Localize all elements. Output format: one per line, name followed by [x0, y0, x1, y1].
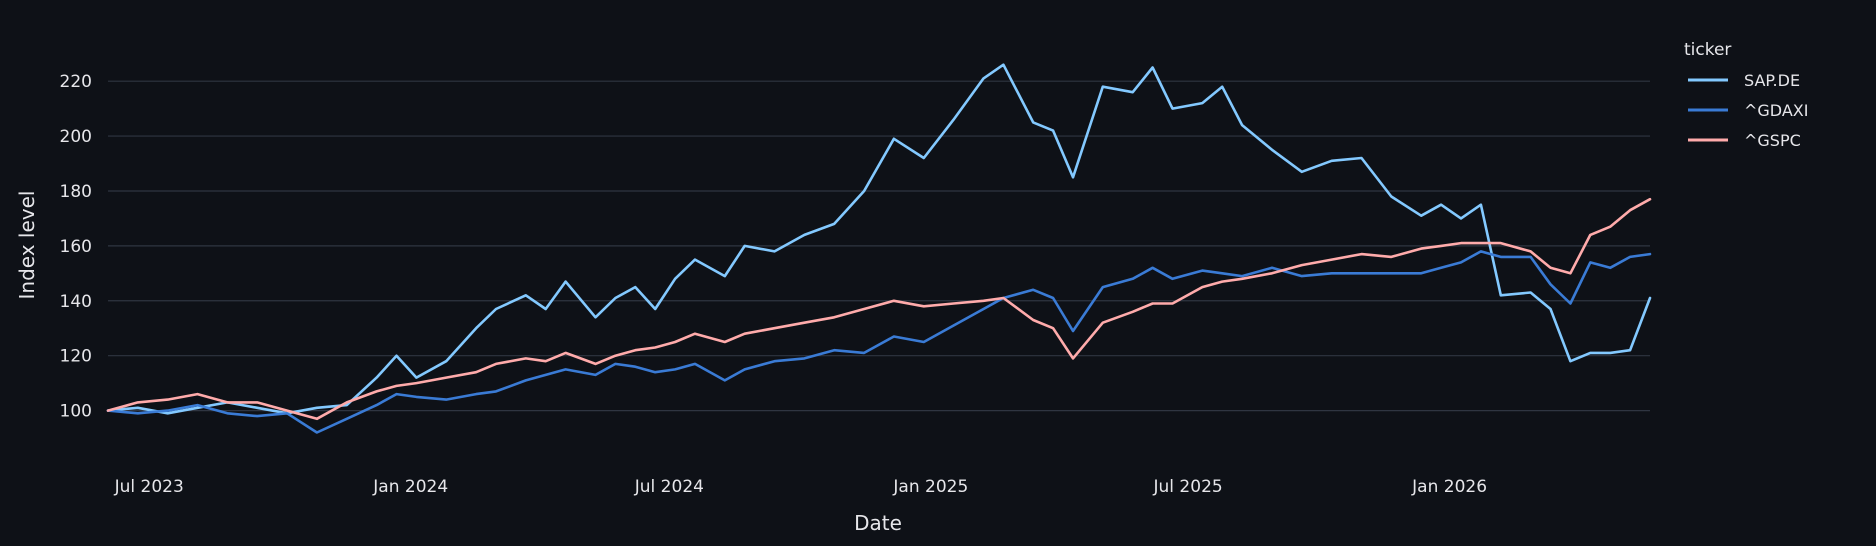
y-tick-label: 120: [60, 347, 92, 367]
series-lines: [106, 63, 1652, 434]
x-axis-title: Date: [854, 511, 902, 535]
legend[interactable]: ticker SAP.DE ^GDAXI ^GSPC: [1684, 40, 1808, 150]
legend-label: ^GSPC: [1744, 131, 1801, 150]
series-line-sapde[interactable]: [106, 63, 1652, 415]
x-tick-label: Jul 2023: [114, 477, 184, 497]
x-tick-label: Jan 2024: [372, 477, 448, 497]
legend-items[interactable]: SAP.DE ^GDAXI ^GSPC: [1688, 71, 1808, 150]
y-tick-label: 220: [60, 72, 92, 92]
y-tick-label: 140: [60, 292, 92, 312]
y-tick-label: 180: [60, 182, 92, 202]
legend-label: ^GDAXI: [1744, 101, 1808, 120]
legend-item[interactable]: ^GSPC: [1688, 131, 1801, 150]
y-tick-label: 100: [60, 402, 92, 422]
legend-label: SAP.DE: [1744, 71, 1800, 90]
x-tick-label: Jul 2025: [1153, 477, 1223, 497]
y-tick-label: 200: [60, 127, 92, 147]
x-axis-ticks: Jul 2023 Jan 2024 Jul 2024 Jan 2025 Jul 2025…: [114, 477, 1487, 497]
y-tick-label: 160: [60, 237, 92, 257]
x-tick-label: Jul 2024: [634, 477, 704, 497]
y-axis-title: Index level: [15, 191, 39, 300]
series-line-gdaxi[interactable]: [106, 250, 1652, 434]
legend-item[interactable]: ^GDAXI: [1688, 101, 1808, 120]
grid-lines: [108, 80, 1650, 412]
legend-item[interactable]: SAP.DE: [1688, 71, 1800, 90]
series-line-gspc[interactable]: [106, 197, 1652, 421]
y-axis-ticks: 100 120 140 160 180 200 220: [60, 72, 92, 421]
x-tick-label: Jan 2026: [1411, 477, 1487, 497]
x-tick-label: Jan 2025: [892, 477, 968, 497]
legend-title: ticker: [1684, 40, 1731, 60]
